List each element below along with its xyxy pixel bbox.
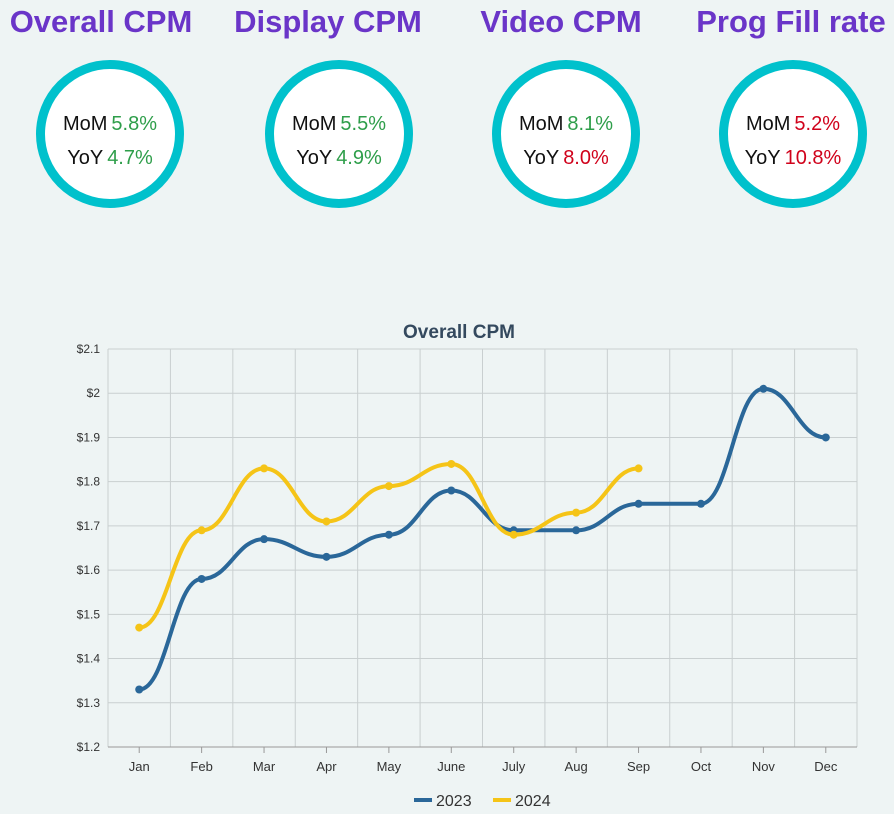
data-point-2024 (260, 464, 269, 473)
y-tick-label: $1.9 (77, 430, 101, 444)
data-point-2023 (197, 574, 206, 583)
series-line-2023 (137, 386, 828, 692)
yoy-label: YoY (523, 147, 560, 169)
data-point-2023 (821, 433, 830, 442)
data-point-2023 (260, 535, 269, 544)
kpi-title: Overall CPM (9, 4, 193, 39)
x-tick-label: Jan (129, 759, 150, 774)
y-axis-ticks: $1.2 $1.3 $1.4 $1.5 $1.6 $1.7 $1.8 $1.9 $2 $2.1 (77, 342, 101, 754)
data-point-2024 (509, 530, 518, 539)
data-point-2024 (447, 459, 456, 468)
data-point-2023 (696, 499, 705, 508)
y-tick-label: $2.1 (77, 342, 101, 356)
legend-item-2024[interactable]: 2024 (493, 793, 551, 810)
mom-label: MoM (745, 113, 791, 135)
yoy-label: YoY (296, 147, 333, 169)
y-tick-label: $1.3 (77, 696, 101, 710)
data-point-2023 (572, 526, 581, 535)
kpi-ring: MoM 5.8% YoY 4.7% (36, 60, 184, 208)
data-point-2024 (384, 482, 393, 491)
mom-label: MoM (291, 113, 337, 135)
kpi-ring: MoM 5.5% YoY 4.9% (265, 60, 413, 208)
chart-title: Overall CPM (403, 322, 515, 343)
x-tick-label: Dec (814, 759, 838, 774)
mom-label: MoM (518, 113, 564, 135)
kpi-card-display-cpm: Display CPM MoM 5.5% YoY 4.9% (216, 0, 440, 230)
y-tick-label: $1.8 (77, 475, 101, 489)
kpi-title: Display CPM (234, 4, 422, 39)
data-point-2024 (322, 517, 331, 526)
yoy-value: 8.0% (563, 147, 609, 169)
x-tick-label: June (437, 759, 465, 774)
y-tick-label: $1.4 (77, 652, 101, 666)
kpi-card-prog-fill-rate: Prog Fill rate MoM 5.2% YoY 10.8% (679, 0, 894, 230)
legend-label: 2024 (515, 793, 551, 810)
kpi-ring: MoM 8.1% YoY 8.0% (492, 60, 640, 208)
data-point-2023 (447, 486, 456, 495)
mom-label: MoM (62, 113, 108, 135)
yoy-value: 4.9% (336, 147, 382, 169)
x-tick-label: Aug (565, 759, 588, 774)
x-tick-label: Nov (752, 759, 776, 774)
data-point-2023 (135, 685, 144, 694)
data-point-2024 (572, 508, 581, 517)
x-tick-label: May (377, 759, 402, 774)
kpi-card-overall-cpm: Overall CPM MoM 5.8% YoY 4.7% (0, 0, 213, 230)
x-tick-label: Apr (316, 759, 337, 774)
x-tick-label: Mar (253, 759, 276, 774)
series-line-2024 (137, 461, 641, 630)
data-point-2023 (759, 384, 768, 393)
yoy-label: YoY (744, 147, 781, 169)
y-tick-label: $2 (87, 386, 101, 400)
chart-legend[interactable]: 2023 2024 (414, 793, 551, 810)
data-point-2024 (634, 464, 643, 473)
kpi-title: Video CPM (480, 4, 642, 39)
chart-series (135, 384, 830, 694)
x-tick-label: Feb (190, 759, 212, 774)
kpi-ring: MoM 5.2% YoY 10.8% (719, 60, 867, 208)
data-point-2023 (384, 530, 393, 539)
y-tick-label: $1.5 (77, 607, 101, 621)
kpi-title: Prog Fill rate (696, 4, 886, 39)
x-tick-label: July (502, 759, 526, 774)
x-tick-label: Sep (627, 759, 650, 774)
data-point-2024 (135, 623, 144, 632)
legend-item-2023[interactable]: 2023 (414, 793, 472, 810)
x-tick-label: Oct (691, 759, 712, 774)
x-axis-ticks: Jan Feb Mar Apr May June July Aug Sep Oct Nov Dec (129, 747, 838, 774)
yoy-value: 10.8% (784, 147, 842, 169)
data-point-2023 (634, 499, 643, 508)
legend-label: 2023 (436, 793, 472, 810)
mom-value: 5.8% (111, 113, 158, 135)
y-tick-label: $1.6 (77, 563, 101, 577)
chart-grid (107, 348, 858, 748)
y-tick-label: $1.2 (77, 740, 101, 754)
mom-value: 8.1% (567, 113, 614, 135)
y-tick-label: $1.7 (77, 519, 101, 533)
data-point-2023 (322, 552, 331, 561)
yoy-value: 4.7% (107, 147, 153, 169)
yoy-label: YoY (67, 147, 104, 169)
data-point-2024 (197, 526, 206, 535)
mom-value: 5.2% (794, 113, 841, 135)
mom-value: 5.5% (340, 113, 387, 135)
kpi-card-video-cpm: Video CPM MoM 8.1% YoY 8.0% (449, 0, 673, 230)
